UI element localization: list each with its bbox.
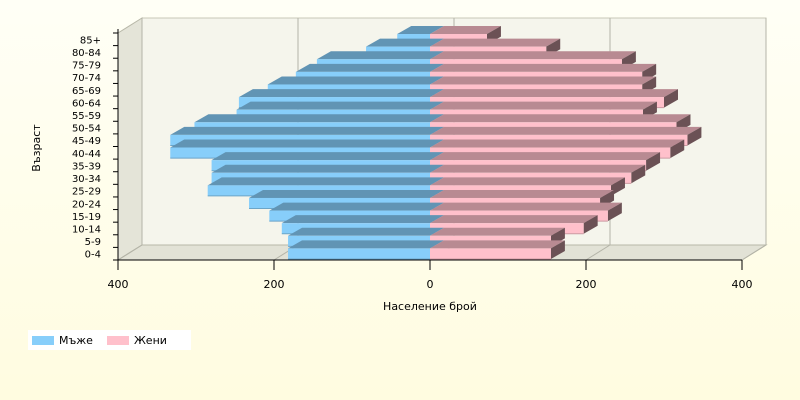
bar-top-face (430, 38, 561, 47)
x-axis-label: Население брой (383, 300, 477, 313)
bar-top-face (430, 227, 565, 236)
gridline-floor-3 (585, 244, 611, 261)
y-tick-label: 5-9 (85, 237, 101, 248)
bar-top-face (281, 215, 444, 224)
y-tick-label: 25-29 (72, 187, 101, 198)
bar-top-face (430, 215, 598, 224)
bar-top-face (430, 189, 615, 198)
bar-top-face (170, 126, 444, 135)
bar-top-face (211, 152, 444, 161)
x-tick-label: 400 (108, 278, 129, 291)
y-tick-label: 40-44 (72, 149, 101, 160)
y-tick-label: 65-69 (72, 86, 101, 97)
bar-side-face (664, 89, 678, 108)
bar-side-face (631, 164, 646, 184)
bar-female-0-4 (430, 240, 565, 260)
bar-top-face (249, 189, 444, 198)
bar-top-face (366, 38, 444, 47)
bar-male-0-4 (288, 240, 444, 260)
bar-top-face (236, 101, 444, 110)
y-tick-label: 50-54 (72, 124, 101, 135)
y-tick-label: 45-49 (72, 136, 101, 147)
y-tick-label: 75-79 (72, 61, 101, 72)
x-tick-label: 400 (732, 278, 753, 291)
bar-top-face (267, 76, 444, 85)
bar-top-face (238, 89, 444, 98)
bar-side-face (670, 139, 685, 159)
bar-top-face (288, 227, 444, 236)
legend-label-female: Жени (133, 333, 167, 347)
bars (170, 26, 702, 260)
gridline-floor-0 (117, 244, 143, 261)
bar-side-face (583, 215, 598, 234)
y-tick-label: 20-24 (72, 199, 101, 210)
y-tick-label: 85+ (80, 35, 101, 46)
bar-side-face (610, 177, 625, 196)
y-tick-label: 80-84 (72, 48, 101, 59)
y-tick-label: 70-74 (72, 73, 101, 84)
bar-top-face (269, 202, 444, 211)
y-axis-label: Възраст (30, 124, 43, 172)
bar-top-face (397, 26, 444, 35)
legend: Мъже Жени (28, 330, 191, 350)
legend-swatch-female (106, 335, 129, 345)
bar-top-face (170, 139, 444, 148)
bar-front-face (430, 248, 551, 259)
gridline-floor-4 (741, 244, 767, 261)
bar-top-face (430, 89, 678, 98)
bar-top-face (430, 240, 565, 249)
y-tick-label: 15-19 (72, 212, 101, 223)
bar-top-face (430, 126, 702, 135)
bar-top-face (194, 114, 444, 123)
left-wall (117, 17, 143, 261)
legend-label-male: Мъже (59, 333, 93, 347)
x-tick-label: 200 (264, 278, 285, 291)
legend-swatch-male (32, 335, 54, 345)
axes (113, 29, 743, 270)
bar-side-face (687, 126, 702, 146)
x-tick-label: 0 (427, 278, 434, 291)
y-tick-label: 10-14 (72, 224, 101, 235)
y-tick-label: 0-4 (85, 250, 101, 261)
bar-top-face (207, 177, 444, 186)
bar-side-face (646, 152, 661, 171)
y-tick-label: 60-64 (72, 98, 101, 109)
bar-top-face (430, 51, 636, 60)
bar-top-face (430, 164, 646, 173)
bar-side-face (550, 240, 565, 259)
y-tick-label: 30-34 (72, 174, 101, 185)
y-tick-label: 35-39 (72, 161, 101, 172)
bar-top-face (430, 177, 625, 186)
bar-top-face (211, 164, 444, 173)
x-tick-labels: 400 200 0 200 400 (108, 278, 753, 291)
bar-top-face (430, 101, 657, 110)
bar-top-face (430, 114, 691, 123)
legend-item-male: Мъже (32, 334, 93, 347)
bar-top-face (316, 51, 444, 60)
x-tick-label: 200 (576, 278, 597, 291)
bar-top-face (430, 202, 622, 211)
bar-top-face (430, 63, 657, 72)
bar-top-face (295, 63, 444, 72)
bar-front-face (288, 248, 430, 259)
bar-top-face (430, 139, 685, 148)
y-tick-label: 55-59 (72, 111, 101, 122)
bar-top-face (430, 26, 501, 35)
bar-top-face (288, 240, 444, 249)
bar-top-face (430, 152, 661, 161)
legend-item-female: Жени (106, 333, 167, 347)
bar-top-face (430, 76, 657, 85)
bar-side-face (607, 202, 622, 222)
